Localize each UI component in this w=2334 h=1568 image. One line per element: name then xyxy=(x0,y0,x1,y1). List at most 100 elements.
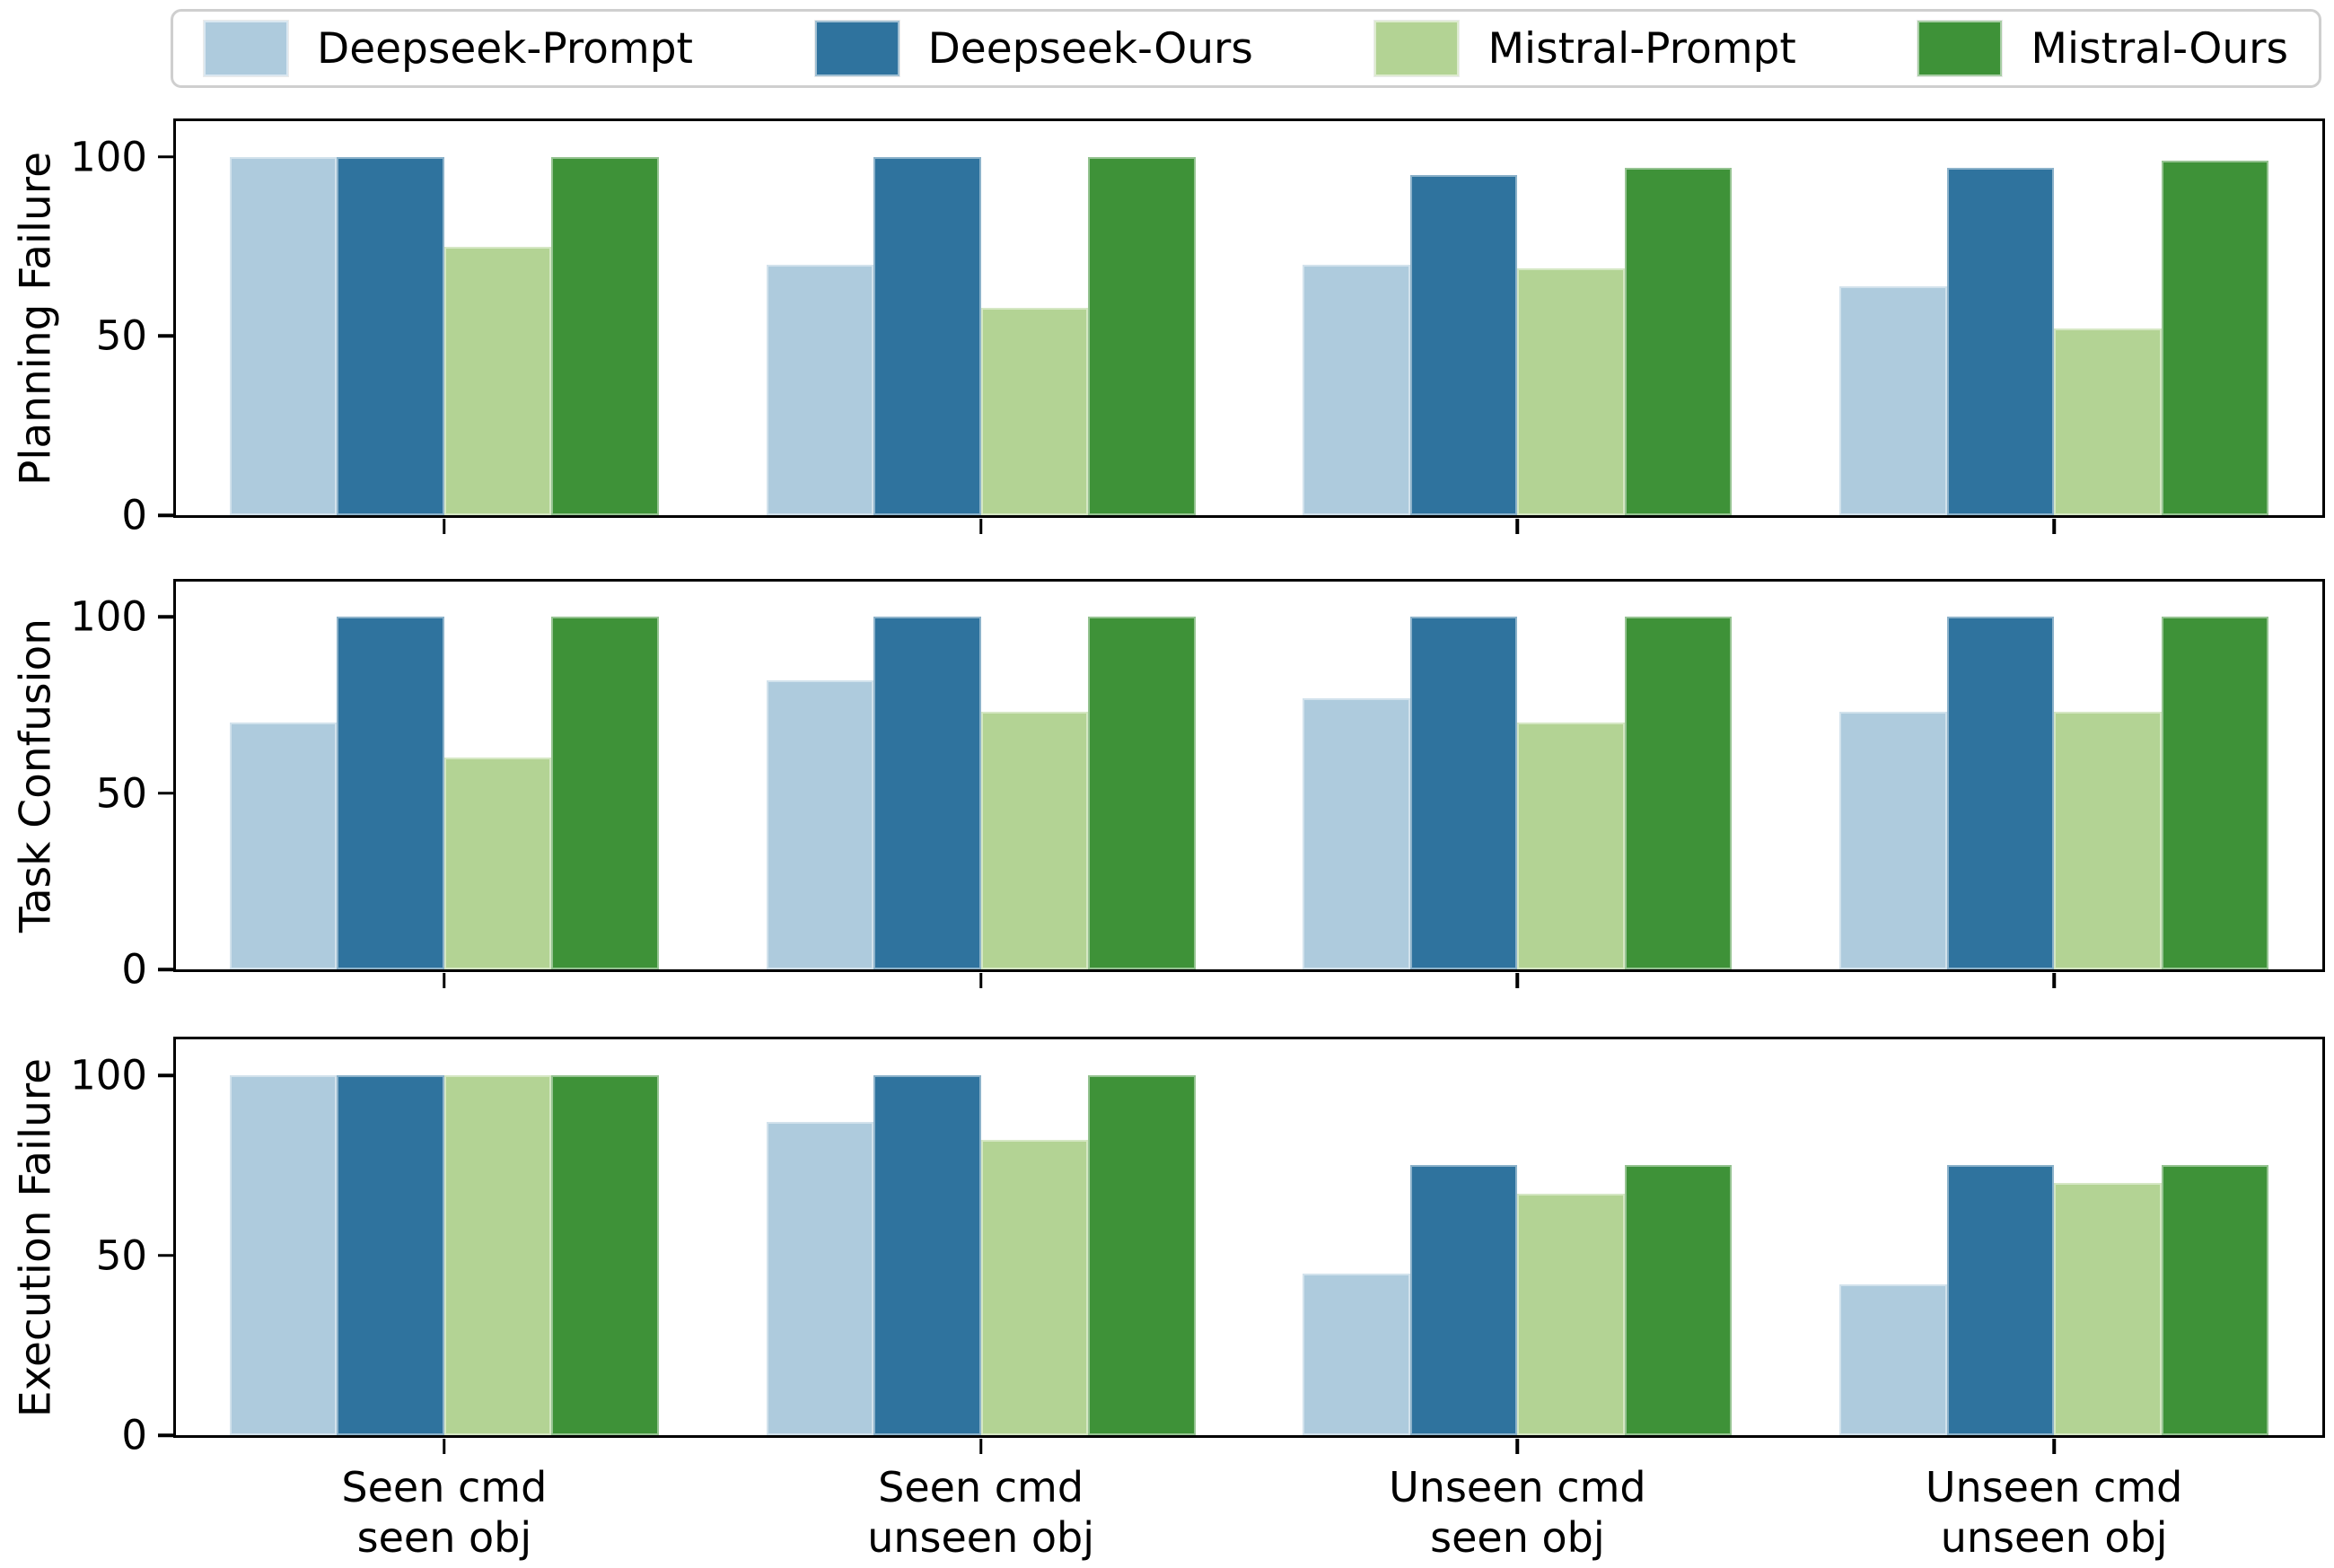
bar-group-seen-cmd-seen-obj xyxy=(229,582,659,969)
bar-mistral-ours xyxy=(551,1075,659,1435)
x-tick-mark xyxy=(2052,973,2056,988)
x-category-label: Unseen cmd seen obj xyxy=(1389,1462,1645,1563)
bar-deepseek-prompt xyxy=(766,679,874,969)
y-tick-mark xyxy=(158,791,173,795)
x-tick-mark xyxy=(443,973,446,988)
bar-deepseek-ours xyxy=(337,1075,444,1435)
bar-mistral-prompt xyxy=(1517,723,1625,969)
bar-mistral-ours xyxy=(2161,1165,2269,1435)
legend-swatch-icon xyxy=(204,21,288,76)
y-tick-label: 50 xyxy=(95,1231,147,1280)
bar-group-unseen-cmd-seen-obj xyxy=(1303,582,1733,969)
bar-mistral-ours xyxy=(551,617,659,969)
bar-deepseek-prompt xyxy=(229,1075,338,1435)
bar-mistral-prompt xyxy=(1517,267,1625,515)
bar-mistral-ours xyxy=(2161,160,2269,515)
legend-label: Mistral-Ours xyxy=(2031,23,2288,74)
bar-mistral-prompt xyxy=(443,1075,552,1435)
legend-item-mistral-ours: Mistral-Ours xyxy=(1917,21,2288,76)
legend-label: Deepseek-Ours xyxy=(927,23,1253,74)
x-tick-mark xyxy=(978,1439,983,1454)
x-tick-mark xyxy=(2052,1439,2056,1454)
bar-deepseek-prompt xyxy=(1839,1283,1947,1435)
legend-swatch-icon xyxy=(1917,21,2003,76)
bar-mistral-ours xyxy=(2161,617,2269,969)
y-tick-mark xyxy=(158,513,173,517)
bar-mistral-ours xyxy=(551,156,659,515)
y-tick-label: 0 xyxy=(121,491,147,539)
y-tick-label: 50 xyxy=(95,769,147,818)
bar-deepseek-prompt xyxy=(229,723,338,969)
plot-area: 0 50 100 xyxy=(70,118,2325,536)
plot-area: 0 50 100 xyxy=(70,579,2325,990)
x-tick-mark xyxy=(1515,973,1520,988)
bar-group-seen-cmd-seen-obj xyxy=(229,121,659,515)
y-axis-label: Task Confusion xyxy=(11,618,61,933)
bar-deepseek-ours xyxy=(337,617,444,969)
bar-group-unseen-cmd-unseen-obj xyxy=(1839,582,2269,969)
y-axis-label: Planning Failure xyxy=(11,151,61,486)
x-tick-mark xyxy=(443,1439,446,1454)
bar-deepseek-prompt xyxy=(766,1122,874,1435)
subplot-planning-failure: Planning Failure 0 50 100 xyxy=(0,118,2334,536)
bar-mistral-prompt xyxy=(2054,328,2162,515)
x-category-label: Unseen cmd unseen obj xyxy=(1926,1462,2182,1563)
bar-mistral-ours xyxy=(1088,1075,1196,1435)
bar-mistral-ours xyxy=(1088,617,1196,969)
bar-group-unseen-cmd-seen-obj xyxy=(1303,1039,1733,1435)
legend-label: Mistral-Prompt xyxy=(1487,23,1796,74)
legend-item-deepseek-ours: Deepseek-Ours xyxy=(814,21,1253,76)
x-tick-mark xyxy=(2052,519,2056,534)
x-tick-mark xyxy=(443,519,446,534)
legend-item-mistral-prompt: Mistral-Prompt xyxy=(1374,21,1796,76)
x-tick-mark xyxy=(1515,519,1520,534)
bar-deepseek-prompt xyxy=(1839,285,1947,515)
y-tick-mark xyxy=(158,334,173,338)
bar-group-seen-cmd-unseen-obj xyxy=(766,121,1196,515)
legend-swatch-icon xyxy=(1374,21,1460,76)
bar-group-unseen-cmd-unseen-obj xyxy=(1839,1039,2269,1435)
bar-deepseek-ours xyxy=(1409,1165,1518,1435)
bar-mistral-prompt xyxy=(980,712,1089,969)
bar-deepseek-ours xyxy=(1409,174,1518,515)
bar-deepseek-ours xyxy=(1946,1165,2055,1435)
bar-mistral-prompt xyxy=(2054,1183,2162,1435)
bar-mistral-prompt xyxy=(1517,1194,1625,1435)
x-category-label-line: Unseen cmd xyxy=(1389,1463,1646,1511)
x-category-label: Seen cmd seen obj xyxy=(341,1462,547,1563)
bar-deepseek-ours xyxy=(1946,617,2055,969)
bar-group-seen-cmd-seen-obj xyxy=(229,1039,659,1435)
bar-mistral-ours xyxy=(1624,1165,1733,1435)
y-tick-label: 100 xyxy=(70,133,147,181)
y-tick-mark xyxy=(158,615,173,619)
y-tick-mark xyxy=(158,1073,173,1077)
bar-group-seen-cmd-unseen-obj xyxy=(766,1039,1196,1435)
bar-deepseek-ours xyxy=(337,156,444,515)
x-category-label-line: Seen cmd xyxy=(341,1463,548,1511)
x-category-label-line: unseen obj xyxy=(1940,1513,2168,1563)
bar-mistral-ours xyxy=(1624,617,1733,969)
y-tick-mark xyxy=(158,1253,173,1257)
legend: Deepseek-Prompt Deepseek-Ours Mistral-Prom… xyxy=(171,9,2321,88)
bar-deepseek-prompt xyxy=(1303,697,1410,969)
x-tick-mark xyxy=(1515,1439,1520,1454)
y-tick-mark xyxy=(158,155,173,159)
bar-mistral-ours xyxy=(1088,156,1196,515)
subplot-execution-failure: Execution Failure 0 50 100 Seen cmd seen obj… xyxy=(0,1037,2334,1562)
bar-deepseek-ours xyxy=(1409,617,1518,969)
y-tick-label: 0 xyxy=(121,945,147,994)
plot-area: 0 50 100 Seen cmd seen obj Seen cmd unseen obj… xyxy=(70,1037,2325,1562)
y-tick-mark xyxy=(158,1433,173,1437)
bar-mistral-prompt xyxy=(443,758,552,969)
bar-group-unseen-cmd-seen-obj xyxy=(1303,121,1733,515)
bar-deepseek-ours xyxy=(873,617,981,969)
x-category-label-line: seen obj xyxy=(356,1513,532,1563)
y-tick-label: 50 xyxy=(95,311,147,360)
x-tick-mark xyxy=(978,519,983,534)
bar-deepseek-ours xyxy=(1946,167,2055,515)
y-tick-label: 100 xyxy=(70,592,147,641)
bar-deepseek-prompt xyxy=(229,156,338,515)
bar-deepseek-prompt xyxy=(1839,712,1947,969)
bar-group-seen-cmd-unseen-obj xyxy=(766,582,1196,969)
